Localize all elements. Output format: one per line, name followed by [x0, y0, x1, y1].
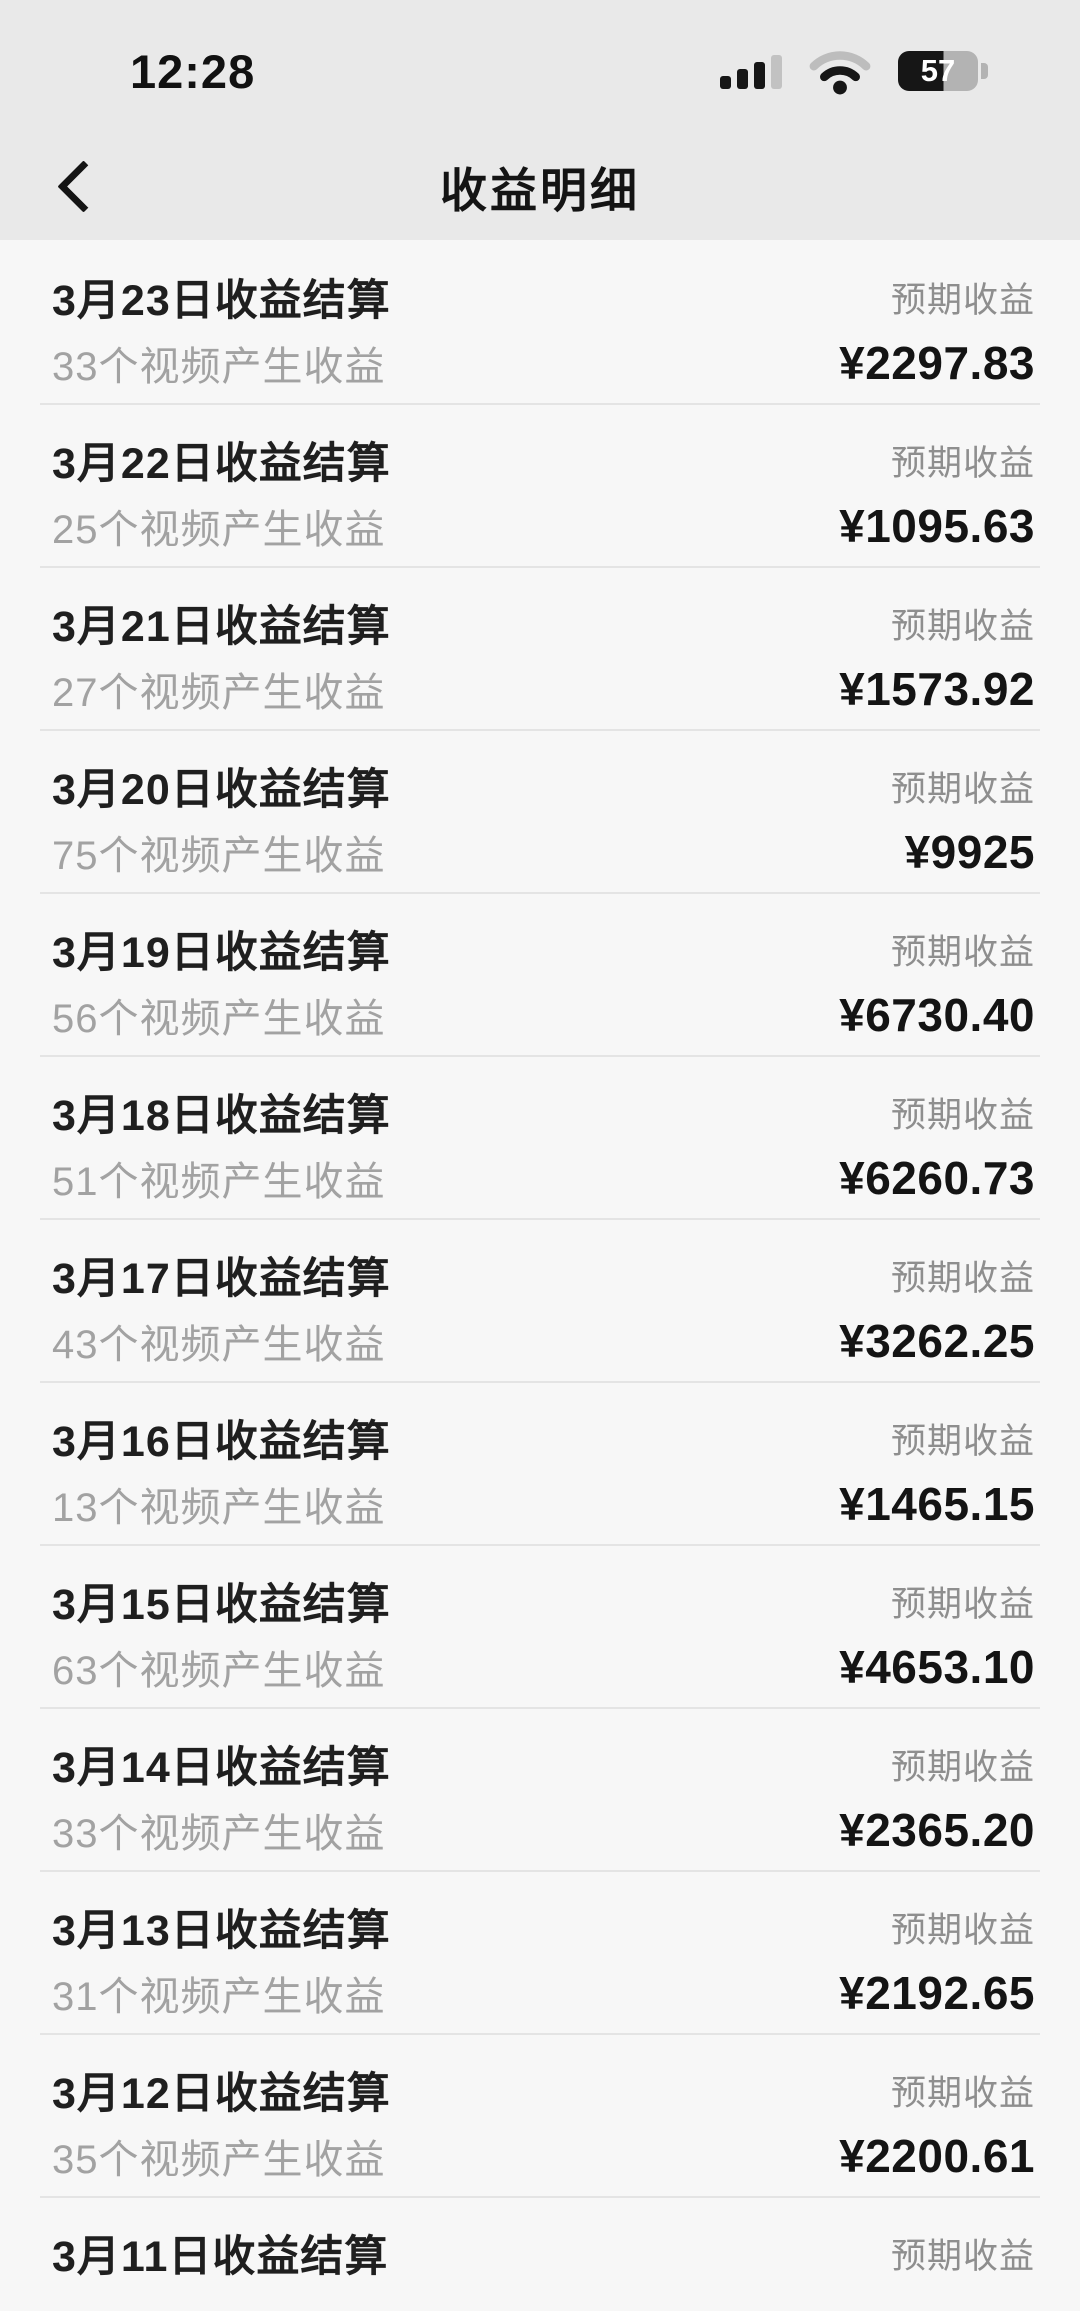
settlement-date: 3月20日收益结算	[52, 766, 391, 814]
income-amount: ¥1573.92	[839, 663, 1035, 715]
video-count: 35个视频产生收益	[52, 2138, 386, 2182]
video-count: 56个视频产生收益	[52, 997, 386, 1041]
expected-income-label: 预期收益	[890, 606, 1035, 646]
income-amount: ¥1095.63	[839, 500, 1035, 552]
expected-income-label: 预期收益	[890, 932, 1035, 972]
settlement-date: 3月17日收益结算	[52, 1255, 391, 1303]
income-amount: ¥3262.25	[839, 1315, 1035, 1367]
income-row: 3月15日收益结算 预期收益 63个视频产生收益 ¥4653.10	[0, 1544, 1080, 1707]
settlement-date: 3月11日收益结算	[52, 2233, 389, 2281]
video-count: 33个视频产生收益	[52, 1812, 386, 1856]
income-row: 3月13日收益结算 预期收益 31个视频产生收益 ¥2192.65	[0, 1870, 1080, 2033]
expected-income-label: 预期收益	[890, 1095, 1035, 1135]
income-amount: ¥6260.73	[839, 1152, 1035, 1204]
top-block: 12:28 57 收益明细	[0, 0, 1080, 240]
income-row: 3月21日收益结算 预期收益 27个视频产生收益 ¥1573.92	[0, 566, 1080, 729]
income-row: 3月16日收益结算 预期收益 13个视频产生收益 ¥1465.15	[0, 1381, 1080, 1544]
income-row: 3月18日收益结算 预期收益 51个视频产生收益 ¥6260.73	[0, 1055, 1080, 1218]
income-amount: ¥1465.15	[839, 1478, 1035, 1530]
expected-income-label: 预期收益	[890, 1258, 1035, 1298]
income-amount: ¥9925	[904, 826, 1035, 878]
income-row: 3月22日收益结算 预期收益 25个视频产生收益 ¥1095.63	[0, 403, 1080, 566]
battery-cap	[981, 63, 988, 79]
video-count: 43个视频产生收益	[52, 1323, 386, 1367]
settlement-date: 3月15日收益结算	[52, 1581, 391, 1629]
video-count: 33个视频产生收益	[52, 345, 386, 389]
income-amount: ¥4653.10	[839, 1641, 1035, 1693]
status-bar: 12:28 57	[0, 0, 1080, 132]
video-count: 75个视频产生收益	[52, 834, 386, 878]
income-row: 3月17日收益结算 预期收益 43个视频产生收益 ¥3262.25	[0, 1218, 1080, 1381]
income-list[interactable]: 3月23日收益结算 预期收益 33个视频产生收益 ¥2297.83 3月22日收…	[0, 240, 1080, 2311]
video-count: 31个视频产生收益	[52, 1975, 386, 2019]
expected-income-label: 预期收益	[890, 443, 1035, 483]
expected-income-label: 预期收益	[890, 1747, 1035, 1787]
expected-income-label: 预期收益	[890, 769, 1035, 809]
nav-bar: 收益明细	[0, 132, 1080, 240]
video-count: 63个视频产生收益	[52, 1649, 386, 1693]
clock-time: 12:28	[130, 44, 256, 98]
wifi-icon	[809, 51, 871, 95]
expected-income-label: 预期收益	[890, 280, 1035, 320]
settlement-date: 3月22日收益结算	[52, 440, 391, 488]
income-row: 3月11日收益结算 预期收益	[0, 2196, 1080, 2311]
expected-income-label: 预期收益	[890, 2236, 1035, 2276]
expected-income-label: 预期收益	[890, 1910, 1035, 1950]
video-count: 13个视频产生收益	[52, 1486, 386, 1530]
income-amount: ¥2192.65	[839, 1967, 1035, 2019]
settlement-date: 3月18日收益结算	[52, 1092, 391, 1140]
status-icons: 57	[720, 47, 988, 95]
income-amount: ¥2297.83	[839, 337, 1035, 389]
income-row: 3月19日收益结算 预期收益 56个视频产生收益 ¥6730.40	[0, 892, 1080, 1055]
page-title: 收益明细	[440, 163, 640, 217]
income-amount: ¥2365.20	[839, 1804, 1035, 1856]
battery-icon: 57	[898, 51, 988, 91]
chevron-left-icon	[56, 159, 110, 213]
settlement-date: 3月16日收益结算	[52, 1418, 391, 1466]
income-row: 3月20日收益结算 预期收益 75个视频产生收益 ¥9925	[0, 729, 1080, 892]
expected-income-label: 预期收益	[890, 1421, 1035, 1461]
income-amount: ¥6730.40	[839, 989, 1035, 1041]
video-count: 25个视频产生收益	[52, 508, 386, 552]
expected-income-label: 预期收益	[890, 2073, 1035, 2113]
income-amount: ¥2200.61	[839, 2130, 1035, 2182]
video-count: 27个视频产生收益	[52, 671, 386, 715]
settlement-date: 3月14日收益结算	[52, 1744, 391, 1792]
back-button[interactable]	[38, 146, 118, 226]
expected-income-label: 预期收益	[890, 1584, 1035, 1624]
video-count: 51个视频产生收益	[52, 1160, 386, 1204]
battery-percent: 57	[898, 51, 978, 91]
income-row: 3月14日收益结算 预期收益 33个视频产生收益 ¥2365.20	[0, 1707, 1080, 1870]
cellular-signal-icon	[720, 53, 782, 89]
settlement-date: 3月13日收益结算	[52, 1907, 391, 1955]
settlement-date: 3月23日收益结算	[52, 277, 391, 325]
settlement-date: 3月12日收益结算	[52, 2070, 391, 2118]
settlement-date: 3月21日收益结算	[52, 603, 391, 651]
income-row: 3月12日收益结算 预期收益 35个视频产生收益 ¥2200.61	[0, 2033, 1080, 2196]
income-row: 3月23日收益结算 预期收益 33个视频产生收益 ¥2297.83	[0, 240, 1080, 403]
settlement-date: 3月19日收益结算	[52, 929, 391, 977]
